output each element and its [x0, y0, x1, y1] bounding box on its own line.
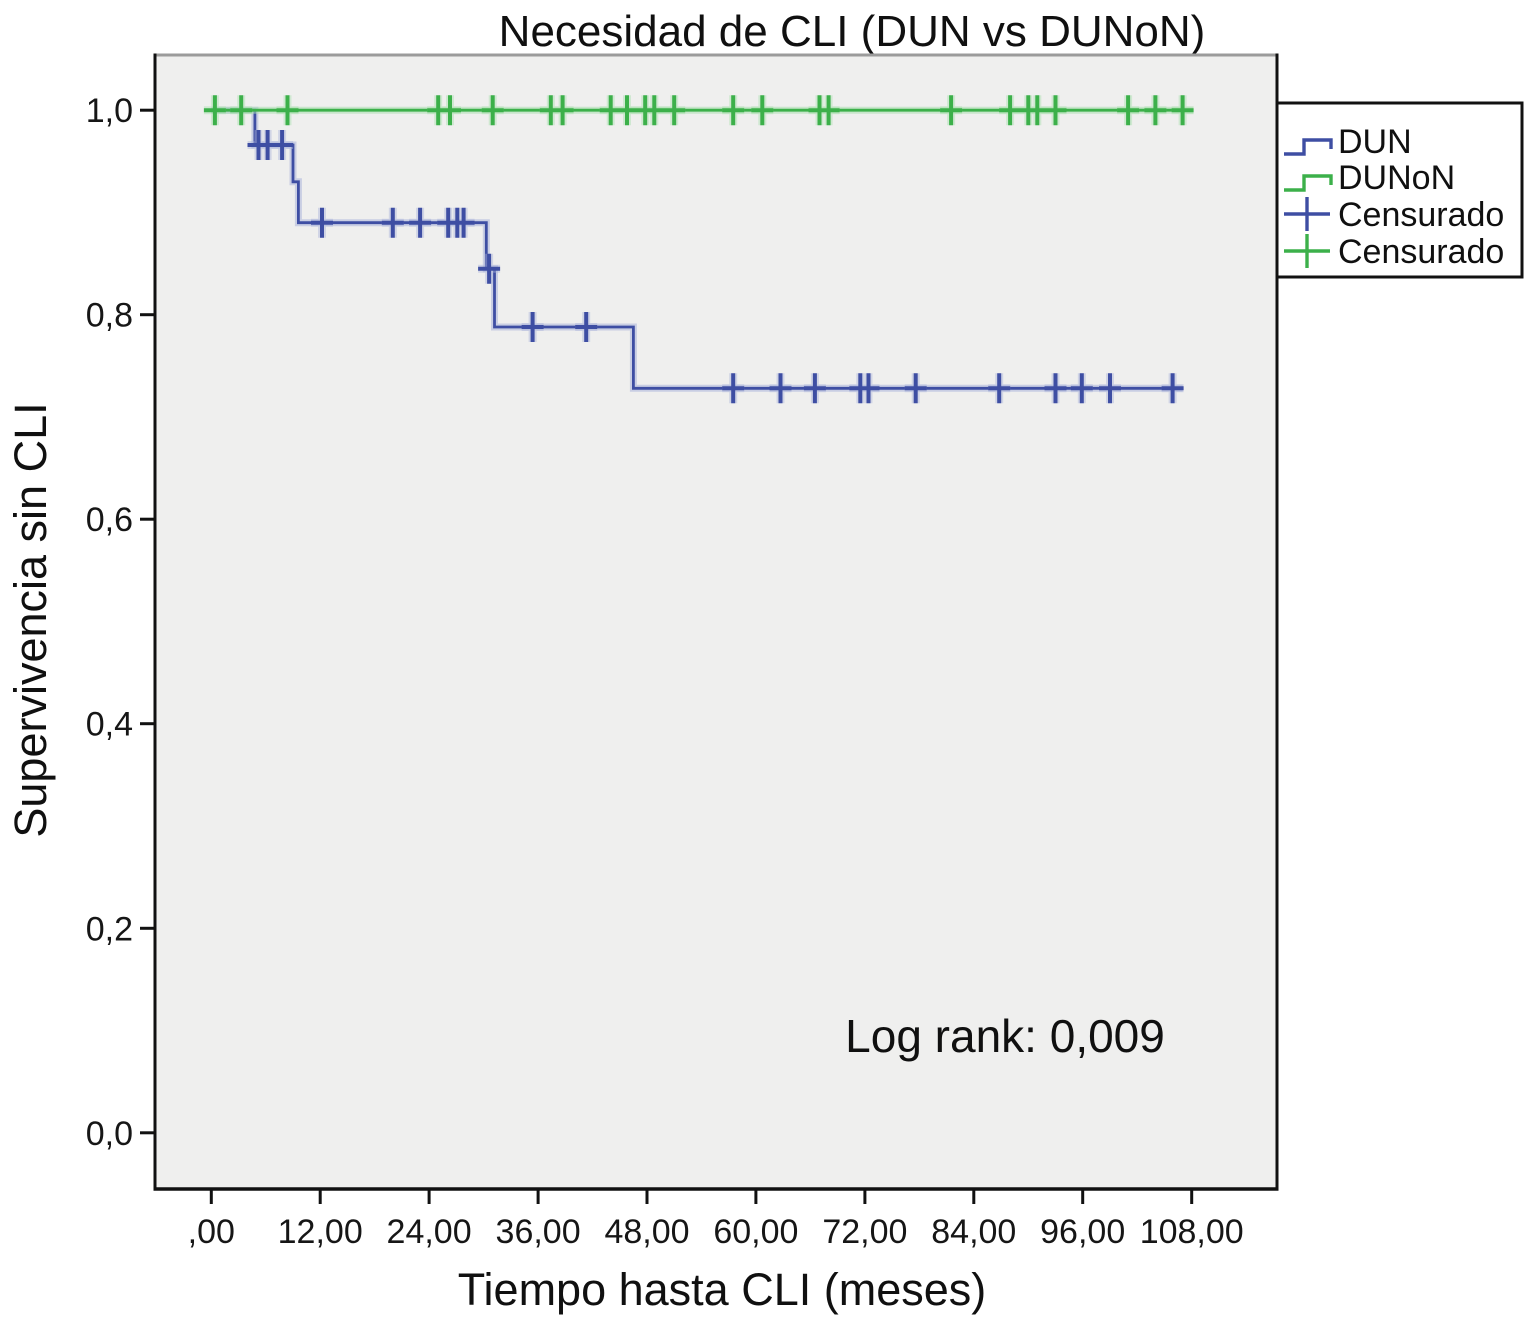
y-tick-label: 0,0 [86, 1115, 133, 1153]
plot-background [155, 55, 1277, 1189]
log-rank-annotation: Log rank: 0,009 [845, 1010, 1165, 1062]
y-tick-label: 1,0 [86, 92, 133, 130]
legend-label-censored-dunon: Censurado [1338, 233, 1504, 271]
legend-label-dunon: DUNoN [1338, 159, 1455, 197]
dun-censor-marks [247, 130, 1184, 404]
x-tick-label: 96,00 [1040, 1213, 1125, 1251]
legend-glyph-dun-line [1284, 138, 1333, 156]
x-tick-label: 72,00 [822, 1213, 907, 1251]
x-axis-title: Tiempo hasta CLI (meses) [458, 1264, 987, 1315]
y-tick-label: 0,2 [86, 910, 133, 948]
legend-glyph-dunon-line [1284, 174, 1333, 192]
legend-glyph-censored-dun-plus [1284, 197, 1330, 231]
legend-box [1275, 101, 1524, 279]
plot-area: ,00 12,00 24,00 36,00 48,00 60,00 72,00 84,00 96… [86, 53, 1279, 1251]
legend-label-censored-dun: Censurado [1338, 196, 1504, 234]
x-tick-label: 60,00 [713, 1213, 798, 1251]
x-tick-label: 24,00 [387, 1213, 472, 1251]
x-tick-label: 12,00 [278, 1213, 363, 1251]
x-tick-label: 108,00 [1140, 1213, 1244, 1251]
chart-title: Necesidad de CLI (DUN vs DUNoN) [499, 7, 1206, 56]
legend: DUN DUNoN Censurado Censurado [1275, 101, 1524, 279]
legend-glyph-censored-dunon-plus [1284, 234, 1330, 268]
dunon-censor-marks [203, 95, 1194, 126]
x-tick-label: 36,00 [496, 1213, 581, 1251]
legend-label-dun: DUN [1338, 123, 1412, 161]
y-tick-label: 0,8 [86, 297, 133, 335]
x-tick-label: 84,00 [931, 1213, 1016, 1251]
y-tick-label: 0,6 [86, 501, 133, 539]
x-tick-label: ,00 [188, 1213, 235, 1251]
y-axis-title: Supervivencia sin CLI [5, 402, 56, 837]
y-tick-label: 0,4 [86, 706, 133, 744]
x-tick-label: 48,00 [604, 1213, 689, 1251]
